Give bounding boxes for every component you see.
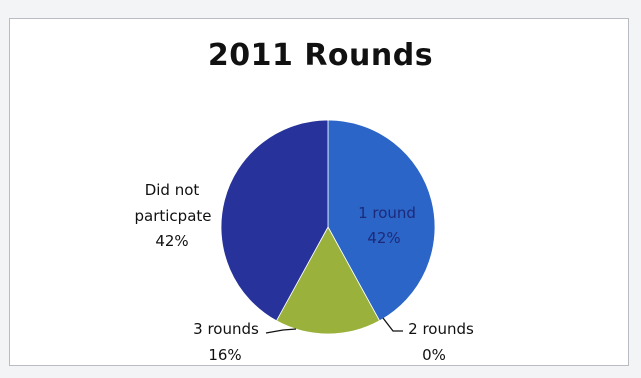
slice-percent-did-not-participate: 42% [155,232,188,250]
slice-label-1-round: 1 round [358,204,416,222]
leader-lines [265,317,403,334]
chart-title: 2011 Rounds [207,38,434,73]
slice-percent-3-rounds: 16% [208,346,241,364]
pie-slice-1-round [327,119,436,322]
pie-slice-did-not-particpate [220,119,329,322]
slice-label-2-rounds: 2 rounds [408,320,474,338]
slice-label-3-rounds: 3 rounds [193,320,259,338]
slice-label-did-not-participate-line2: particpate [135,207,212,225]
leader-line-2-rounds [382,317,403,332]
slice-label-did-not-participate-line1: Did not [145,181,200,199]
slice-percent-2-rounds: 0% [422,346,446,364]
pie-slice-3-rounds [275,226,381,335]
pie-slices [220,119,436,335]
slice-percent-1-round: 42% [367,229,400,247]
leader-line-3-rounds [265,328,297,334]
